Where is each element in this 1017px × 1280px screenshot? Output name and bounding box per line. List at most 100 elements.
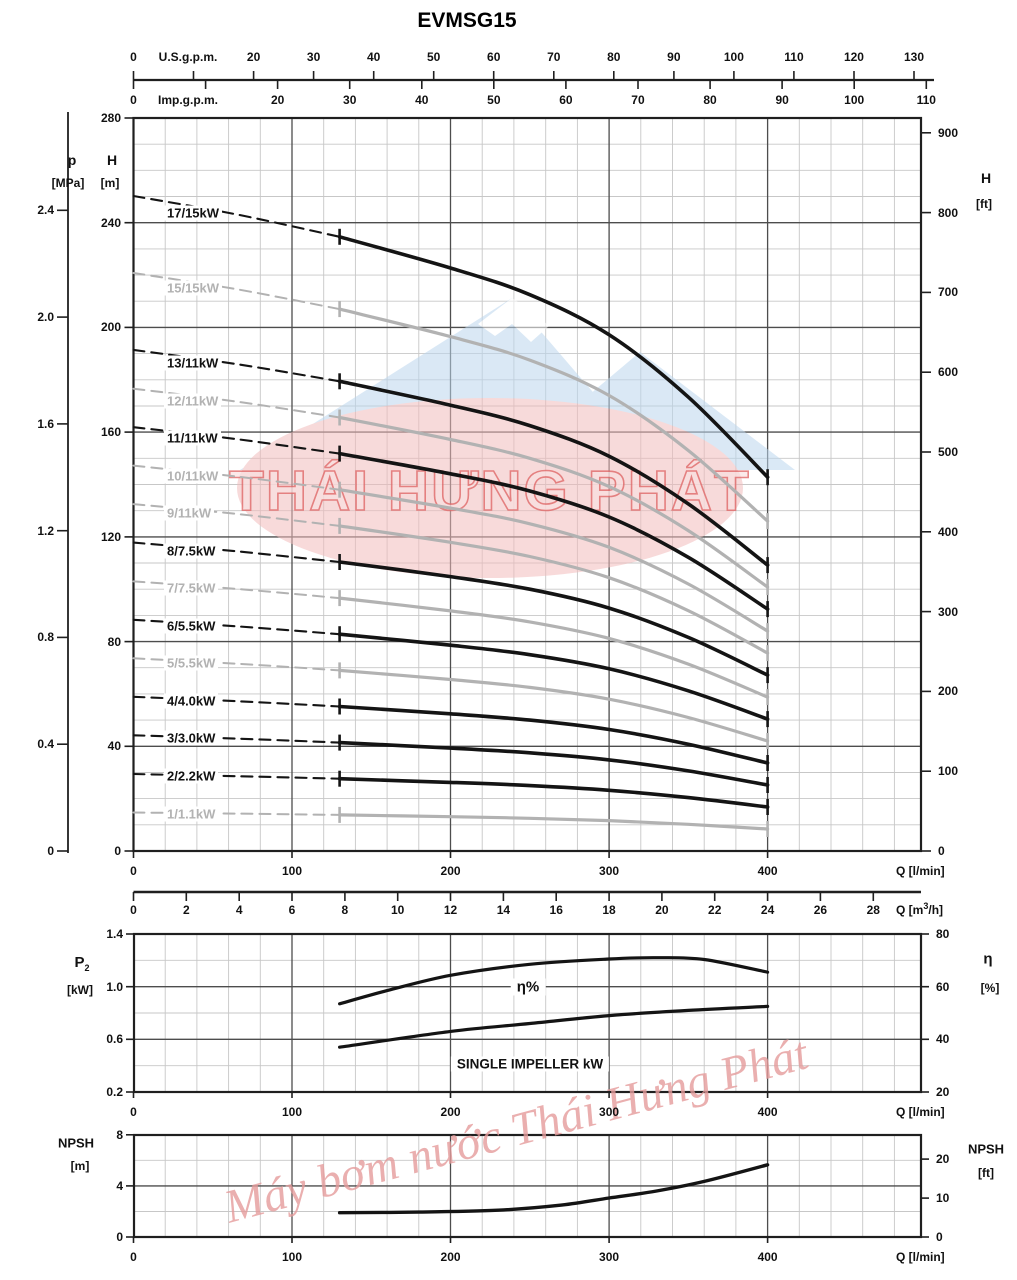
tick-label-q-m3h: 12	[443, 903, 458, 917]
usgpm-axis-name: U.S.g.p.m.	[158, 50, 218, 64]
tick-label-q-m3h: 16	[549, 903, 563, 917]
tick-label-p-mpa: 0.8	[37, 630, 54, 645]
q-lmin-caption-npsh: Q [l/min]	[896, 1250, 945, 1264]
tick-label-q-lmin-power: 400	[757, 1105, 778, 1119]
q-lmin-caption-main: Q [l/min]	[896, 864, 945, 878]
curve-label-12-11kW: 12/11kW	[164, 393, 222, 409]
tick-label-p-mpa: 1.2	[37, 523, 54, 538]
tick-label-q-lmin-main: 0	[130, 864, 137, 878]
eta-axis-symbol: η	[983, 950, 993, 968]
tick-label-h-m: 80	[107, 634, 121, 649]
tick-label-h-m: 120	[100, 529, 121, 544]
tick-label-impgpm: 30	[343, 93, 357, 107]
single-impeller-curve-label: SINGLE IMPELLER kW	[450, 1056, 610, 1072]
tick-label-usgpm: 70	[547, 50, 561, 64]
curve-label-2-2-2kW: 2/2.2kW	[164, 768, 219, 784]
tick-label-q-lmin-power: 0	[130, 1105, 137, 1119]
page-title: EVMSG15	[417, 9, 517, 32]
tick-label-npsh-m: 8	[116, 1127, 123, 1142]
tick-label-p-mpa: 1.6	[37, 416, 54, 431]
tick-label-p-mpa: 0	[47, 844, 54, 858]
curve-label-1-1-1kW: 1/1.1kW	[164, 806, 219, 822]
tick-label-h-ft: 100	[938, 764, 959, 779]
tick-label-impgpm: 20	[270, 93, 285, 107]
tick-label-npsh-ft: 10	[936, 1191, 950, 1206]
tick-label-q-lmin-main: 200	[440, 864, 461, 878]
tick-label-p-mpa: 2.4	[37, 203, 54, 218]
tick-label-q-lmin-npsh: 200	[440, 1250, 461, 1264]
tick-label-impgpm: 80	[703, 93, 717, 107]
tick-label-q-m3h: 2	[182, 903, 190, 917]
tick-label-npsh-m: 0	[116, 1230, 123, 1244]
tick-label-q-lmin-npsh: 100	[282, 1250, 303, 1264]
watermark-band-text: THÁI HƯNG PHÁT	[229, 459, 751, 523]
npsh-left-axis-symbol: NPSH	[57, 1135, 95, 1151]
tick-label-q-m3h: 24	[760, 903, 775, 917]
impgpm-axis-name: Imp.g.p.m.	[158, 93, 218, 107]
tick-label-usgpm: 120	[843, 50, 864, 64]
curve-label-7-7-5kW: 7/7.5kW	[164, 580, 219, 596]
tick-label-q-m3h: 20	[655, 903, 669, 917]
tick-label-p2-kw: 0.2	[106, 1085, 123, 1099]
tick-label-usgpm: 60	[487, 50, 501, 64]
tick-label-eta-pct: 60	[936, 979, 950, 994]
tick-label-q-lmin-npsh: 0	[130, 1250, 137, 1264]
eta-curve-label: η%	[510, 978, 546, 996]
tick-label-usgpm: 0	[130, 50, 137, 64]
tick-label-h-m: 200	[100, 320, 121, 335]
power-grid	[132, 932, 923, 1094]
tick-label-impgpm: 60	[559, 93, 573, 107]
tick-label-usgpm: 50	[427, 50, 441, 64]
h-ft-axis-symbol: H	[980, 170, 992, 186]
tick-label-q-lmin-npsh: 300	[599, 1250, 620, 1264]
tick-label-h-ft: 600	[938, 365, 959, 380]
tick-label-h-m: 240	[100, 215, 121, 230]
tick-label-usgpm: 80	[607, 50, 621, 64]
curve-label-8-7-5kW: 8/7.5kW	[164, 543, 219, 559]
curve-label-5-5-5kW: 5/5.5kW	[164, 655, 219, 671]
tick-label-q-lmin-power: 300	[599, 1105, 620, 1119]
p-axis-unit: [MPa]	[51, 176, 85, 190]
h-m-axis-unit: [m]	[100, 176, 120, 190]
tick-label-p-mpa: 2.0	[37, 310, 54, 325]
tick-label-h-ft: 400	[938, 524, 959, 539]
tick-label-q-m3h: 26	[813, 903, 828, 917]
tick-label-q-m3h: 8	[341, 903, 349, 917]
curve-label-10-11kW: 10/11kW	[164, 468, 222, 484]
q-lmin-caption-power: Q [l/min]	[896, 1105, 945, 1119]
tick-label-p2-kw: 1.4	[106, 927, 123, 941]
watermark-logo	[237, 298, 795, 578]
tick-label-q-lmin-main: 400	[757, 864, 778, 878]
p2-axis-unit: [kW]	[67, 983, 93, 997]
tick-label-usgpm: 110	[784, 50, 804, 64]
tick-label-p2-kw: 1.0	[106, 979, 123, 994]
curve-label-6-5-5kW: 6/5.5kW	[164, 618, 219, 634]
tick-label-q-m3h: 0	[130, 903, 137, 917]
tick-label-impgpm: 70	[631, 93, 645, 107]
tick-label-h-m: 40	[107, 739, 121, 754]
npsh-left-axis-unit: [m]	[70, 1159, 90, 1173]
tick-label-q-m3h: 4	[235, 903, 243, 917]
tick-label-p2-kw: 0.6	[106, 1032, 123, 1047]
tick-label-q-m3h: 28	[866, 903, 880, 917]
tick-label-q-lmin-main: 100	[282, 864, 303, 878]
tick-label-h-ft: 300	[938, 604, 959, 619]
curve-label-3-3-0kW: 3/3.0kW	[164, 730, 219, 746]
tick-label-p-mpa: 0.4	[37, 737, 54, 752]
npsh-right-axis-symbol: NPSH	[967, 1141, 1005, 1157]
tick-label-h-ft: 200	[938, 684, 959, 699]
eta-axis-unit: [%]	[980, 981, 1000, 995]
pump-curves	[132, 194, 770, 837]
tick-label-usgpm: 20	[246, 50, 261, 64]
tick-label-h-ft: 0	[938, 844, 945, 858]
tick-label-eta-pct: 20	[936, 1084, 950, 1099]
tick-label-usgpm: 90	[667, 50, 681, 64]
tick-label-usgpm: 30	[306, 50, 321, 64]
tick-label-eta-pct: 40	[936, 1032, 950, 1047]
p-axis-symbol: p	[67, 152, 77, 168]
curve-label-17-15kW: 17/15kW	[164, 205, 223, 221]
curve-label-4-4-0kW: 4/4.0kW	[164, 693, 219, 709]
tick-label-h-m: 280	[100, 110, 121, 125]
tick-label-q-lmin-npsh: 400	[757, 1250, 778, 1264]
